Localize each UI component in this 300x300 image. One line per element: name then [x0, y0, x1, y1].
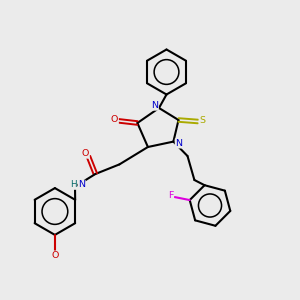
Text: S: S — [199, 116, 205, 125]
Text: O: O — [111, 116, 118, 124]
Text: N: N — [175, 139, 182, 148]
Text: N: N — [78, 180, 85, 189]
Text: O: O — [51, 251, 58, 260]
Text: O: O — [82, 149, 89, 158]
Text: H: H — [70, 180, 76, 189]
Text: N: N — [151, 101, 158, 110]
Text: F: F — [168, 191, 173, 200]
